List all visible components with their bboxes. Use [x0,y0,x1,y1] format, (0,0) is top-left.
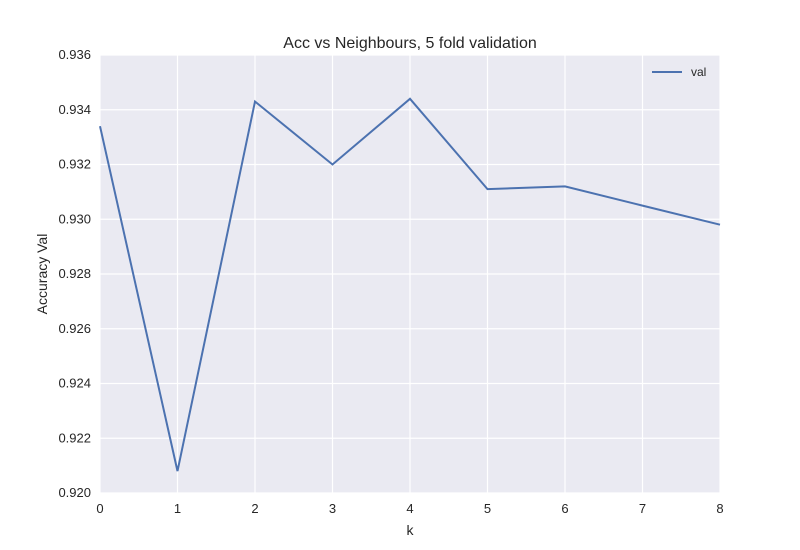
x-tick-label: 6 [561,501,568,516]
y-tick-label: 0.920 [58,485,91,500]
chart-title: Acc vs Neighbours, 5 fold validation [283,35,536,52]
x-tick-label: 4 [406,501,413,516]
legend: val [652,65,706,79]
series-layer [99,97,721,472]
x-axis-label: k [407,522,415,538]
y-tick-label: 0.930 [58,211,91,226]
x-tick-label: 3 [329,501,336,516]
y-tick-label: 0.928 [58,266,91,281]
y-tick-label: 0.936 [58,47,91,62]
y-tick-label: 0.934 [58,102,91,117]
x-tick-label: 0 [96,501,103,516]
x-tick-label: 7 [639,501,646,516]
y-tick-label: 0.922 [58,430,91,445]
y-tick-label: 0.926 [58,321,91,336]
series-line-val [99,97,721,472]
x-tick-label: 8 [716,501,723,516]
y-tick-label: 0.924 [58,376,91,391]
legend-label: val [691,65,706,79]
y-tick-label: 0.932 [58,157,91,172]
grid-lines [99,54,721,494]
x-tick-label: 1 [174,501,181,516]
y-axis-label: Accuracy Val [34,234,50,315]
y-axis-ticks: 0.920 0.922 0.924 0.926 0.928 0.930 0.932 0.934… [58,47,91,500]
x-tick-label: 5 [484,501,491,516]
x-axis-ticks: 0 1 2 3 4 5 6 7 8 [96,501,723,516]
x-tick-label: 2 [251,501,258,516]
